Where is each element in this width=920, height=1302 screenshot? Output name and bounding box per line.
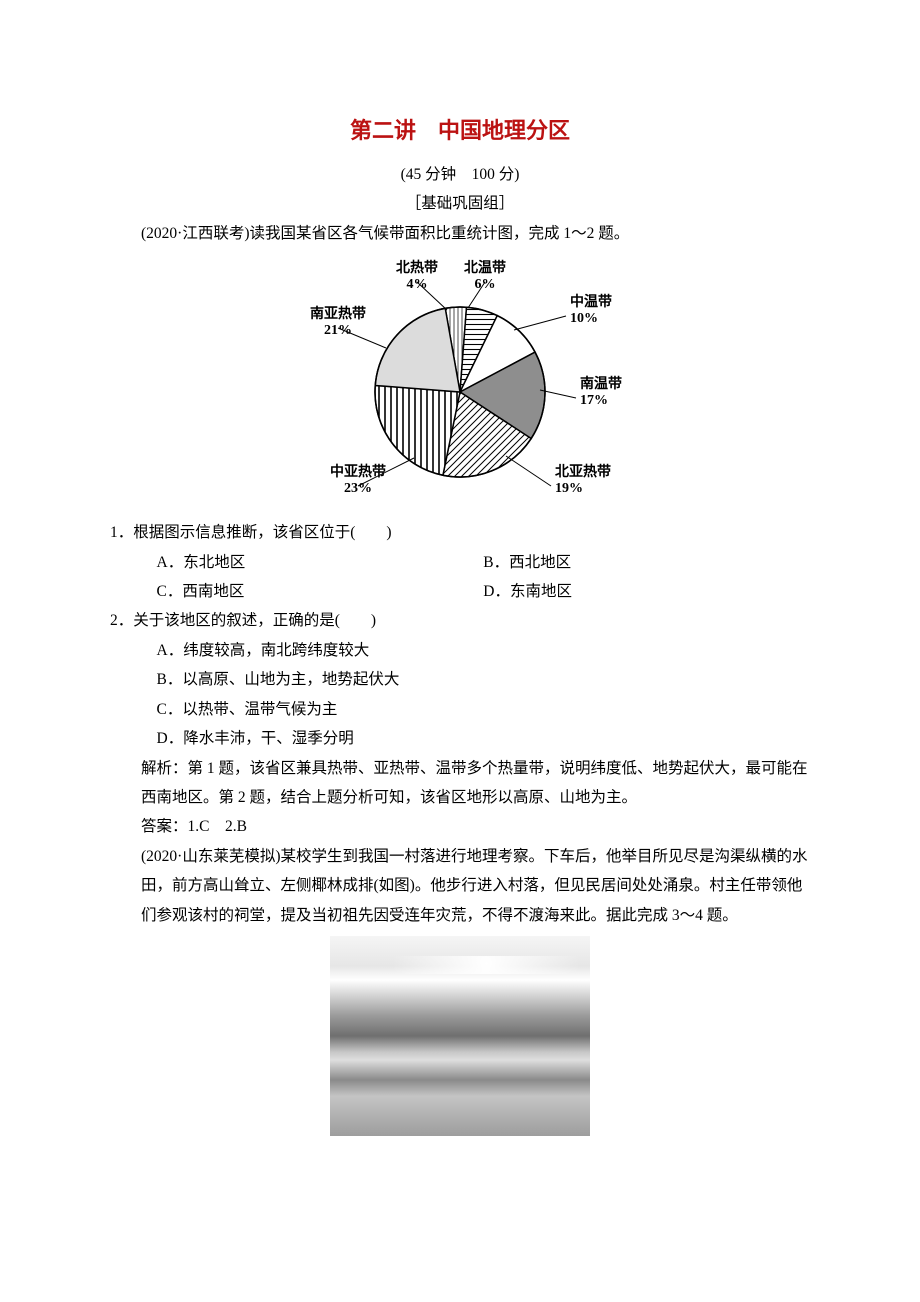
landscape-photo bbox=[110, 936, 810, 1136]
q2-opt-a: A．纬度较高，南北跨纬度较大 bbox=[110, 636, 810, 665]
q1-stem: 根据图示信息推断，该省区位于( ) bbox=[133, 524, 391, 541]
q1-number: 1． bbox=[110, 524, 133, 541]
svg-text:中温带: 中温带 bbox=[570, 293, 612, 310]
q2-stem: 关于该地区的叙述，正确的是( ) bbox=[133, 612, 376, 629]
svg-text:南亚热带: 南亚热带 bbox=[310, 305, 366, 322]
q1-opt-c: C．西南地区 bbox=[157, 577, 484, 606]
svg-text:21%: 21% bbox=[324, 323, 352, 338]
svg-text:4%: 4% bbox=[407, 277, 428, 292]
q2: 2．关于该地区的叙述，正确的是( ) bbox=[110, 606, 810, 635]
q1-opt-d: D．东南地区 bbox=[483, 577, 810, 606]
svg-text:中亚热带: 中亚热带 bbox=[330, 463, 386, 480]
svg-text:北亚热带: 北亚热带 bbox=[555, 463, 611, 480]
page-title: 第二讲 中国地理分区 bbox=[110, 110, 810, 152]
explanation-1: 解析：第 1 题，该省区兼具热带、亚热带、温带多个热量带，说明纬度低、地势起伏大… bbox=[110, 754, 810, 813]
q1: 1．根据图示信息推断，该省区位于( ) bbox=[110, 518, 810, 547]
passage-intro-2: (2020·山东莱芜模拟)某校学生到我国一村落进行地理考察。下车后，他举目所见尽… bbox=[110, 842, 810, 930]
group-label: ［基础巩固组］ bbox=[110, 189, 810, 218]
time-score: (45 分钟 100 分) bbox=[110, 160, 810, 189]
answer-1: 答案：1.C 2.B bbox=[110, 812, 810, 841]
q1-opt-b: B．西北地区 bbox=[483, 548, 810, 577]
svg-text:南温带: 南温带 bbox=[580, 375, 622, 392]
svg-text:19%: 19% bbox=[555, 481, 583, 496]
q2-number: 2． bbox=[110, 612, 133, 629]
svg-text:10%: 10% bbox=[570, 311, 598, 326]
svg-text:北热带: 北热带 bbox=[396, 259, 438, 276]
q2-opt-d: D．降水丰沛，干、湿季分明 bbox=[110, 724, 810, 753]
svg-text:17%: 17% bbox=[580, 393, 608, 408]
passage-intro-1: (2020·江西联考)读我国某省区各气候带面积比重统计图，完成 1～2 题。 bbox=[110, 219, 810, 248]
q1-options-row2: C．西南地区 D．东南地区 bbox=[110, 577, 810, 606]
q1-options-row1: A．东北地区 B．西北地区 bbox=[110, 548, 810, 577]
q2-opt-c: C．以热带、温带气候为主 bbox=[110, 695, 810, 724]
q1-opt-a: A．东北地区 bbox=[157, 548, 484, 577]
svg-text:23%: 23% bbox=[344, 481, 372, 496]
svg-text:北温带: 北温带 bbox=[464, 260, 506, 276]
pie-chart: 北热带4% 北温带6% 中温带10% 南温带17% 北亚热带19% 中亚热带23% 南亚热带… bbox=[110, 252, 810, 512]
q2-opt-b: B．以高原、山地为主，地势起伏大 bbox=[110, 665, 810, 694]
photo-placeholder bbox=[330, 936, 590, 1136]
svg-text:6%: 6% bbox=[475, 277, 496, 292]
